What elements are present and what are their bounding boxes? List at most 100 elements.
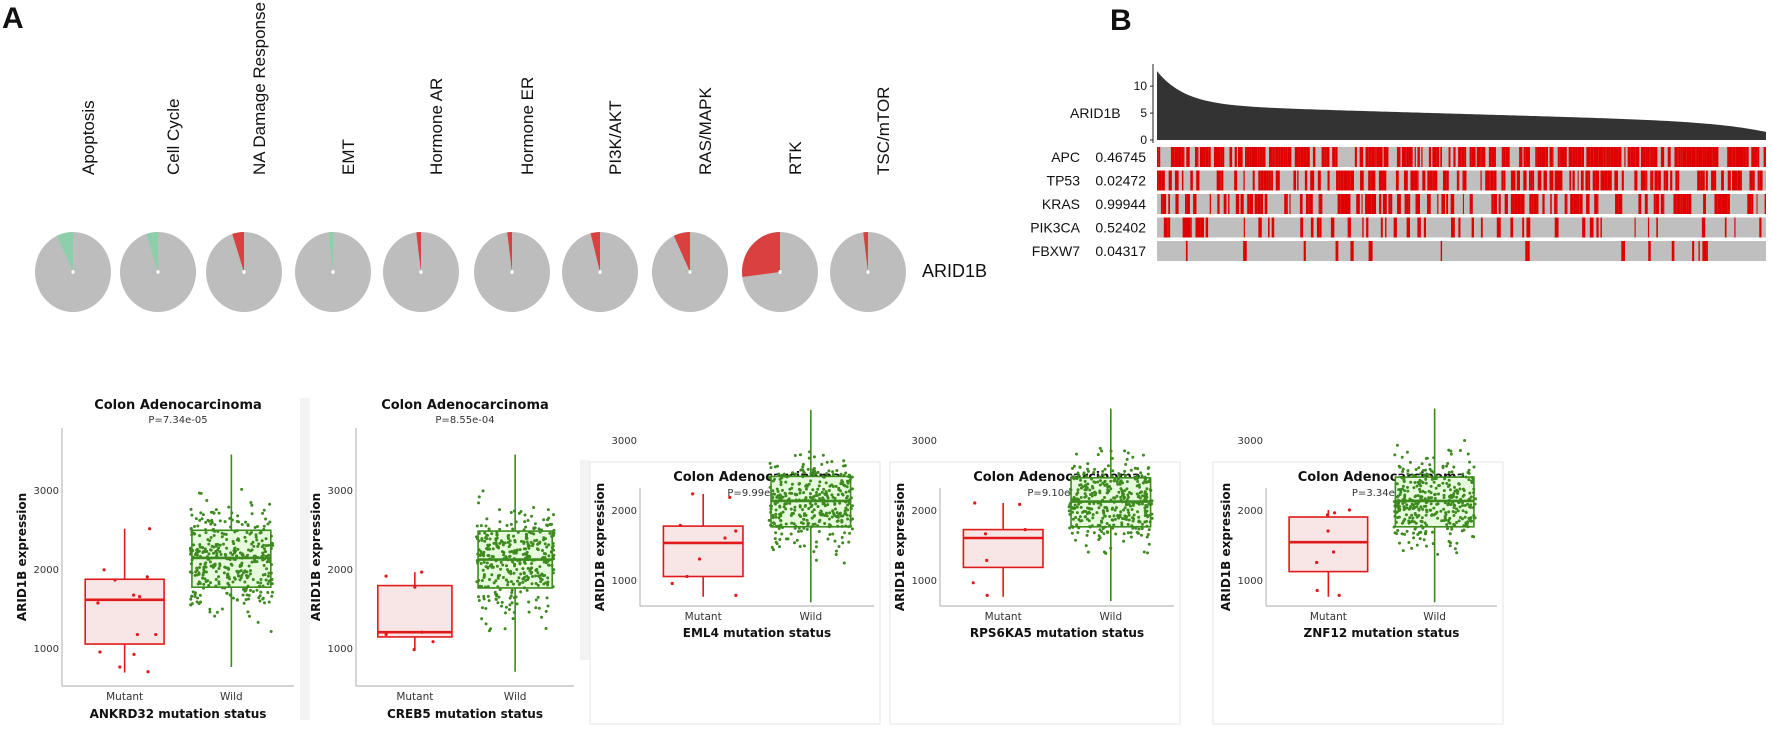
wild-point <box>216 529 220 533</box>
wild-point <box>231 596 235 600</box>
wild-point <box>1084 483 1088 487</box>
wild-point <box>802 544 806 548</box>
wild-point <box>1419 472 1423 476</box>
wild-point <box>479 524 483 528</box>
wild-point <box>1424 544 1428 548</box>
mutation-stripe <box>1278 147 1281 167</box>
wild-point <box>519 510 523 514</box>
wild-point <box>1068 526 1072 530</box>
wild-point <box>1145 513 1149 517</box>
mutation-stripe <box>1748 194 1752 214</box>
mutation-stripe <box>1217 147 1220 167</box>
wild-point <box>779 519 783 523</box>
wild-point <box>269 571 273 575</box>
wild-point <box>261 551 265 555</box>
wild-point <box>779 497 783 501</box>
mutation-stripe <box>1411 147 1413 167</box>
mutant-point <box>985 558 989 563</box>
wild-point <box>1461 472 1465 476</box>
wild-point <box>266 582 270 586</box>
wild-point <box>211 510 215 514</box>
mutation-stripe <box>1160 194 1163 214</box>
wild-point <box>847 540 851 544</box>
wild-point <box>482 597 486 601</box>
wild-point <box>814 502 818 506</box>
mutation-stripe <box>1194 147 1198 167</box>
wild-point <box>1467 468 1471 472</box>
wild-point <box>543 556 547 560</box>
wild-point <box>839 514 843 518</box>
mutation-stripe <box>1330 217 1335 238</box>
mutation-stripe <box>1648 241 1651 261</box>
wild-point <box>1452 485 1456 489</box>
wild-point <box>826 537 830 541</box>
wild-point <box>1448 541 1452 545</box>
wild-point <box>833 539 837 543</box>
mutation-stripe <box>1589 217 1594 238</box>
wild-point <box>542 518 546 522</box>
wild-point <box>243 580 247 584</box>
mutation-stripe <box>1168 217 1171 238</box>
mutation-stripe <box>1638 194 1642 214</box>
wild-point <box>1447 470 1451 474</box>
mutation-stripe <box>1421 147 1423 167</box>
track-pvalue: 0.04317 <box>1095 243 1146 259</box>
mutation-stripe <box>1181 170 1184 191</box>
wild-point <box>817 530 821 534</box>
wild-point <box>1097 506 1101 510</box>
wild-point <box>202 565 206 569</box>
mutation-stripe <box>1380 217 1383 238</box>
mutation-stripe <box>1647 217 1650 238</box>
wild-point <box>844 506 848 510</box>
wild-point <box>1095 511 1099 515</box>
wild-point <box>548 523 552 527</box>
wild-point <box>191 590 195 594</box>
wild-point <box>1457 501 1461 505</box>
wild-point <box>550 546 554 550</box>
mutation-stripe <box>1617 147 1619 167</box>
wild-point <box>214 570 218 574</box>
pathway-label: RTK <box>786 141 805 175</box>
wild-point <box>849 507 853 511</box>
wild-point <box>1448 516 1452 520</box>
wild-point <box>1148 520 1152 524</box>
mutation-stripe <box>1382 194 1387 214</box>
wild-point <box>1409 504 1413 508</box>
wild-point <box>213 614 217 618</box>
wild-point <box>1137 502 1141 506</box>
wild-point <box>1405 529 1409 533</box>
wild-point <box>495 533 499 537</box>
mutant-point <box>670 581 674 586</box>
wild-point <box>228 558 232 562</box>
wild-point <box>196 524 200 528</box>
mutant-point <box>983 532 988 536</box>
wild-point <box>771 513 775 517</box>
wild-point <box>805 518 809 522</box>
wild-point <box>1418 487 1422 491</box>
mutation-stripe <box>1757 170 1760 191</box>
mutation-stripe <box>1676 194 1681 214</box>
mutation-stripe <box>1645 170 1647 191</box>
wild-point <box>799 521 803 525</box>
wild-point <box>536 595 540 599</box>
wild-point <box>1456 509 1460 513</box>
mutation-stripe <box>1356 194 1360 214</box>
wild-point <box>1085 533 1089 537</box>
wild-point <box>1101 498 1105 502</box>
mutation-stripe <box>1168 194 1171 214</box>
plot-pvalue: P=3.34e-03 <box>1352 488 1411 499</box>
wild-point <box>835 519 839 523</box>
wild-point <box>256 580 260 584</box>
mutation-stripe <box>1645 147 1648 167</box>
wild-point <box>1111 506 1115 510</box>
wild-point <box>1123 474 1127 478</box>
wild-point <box>204 520 208 524</box>
wild-point <box>261 511 265 515</box>
wild-point <box>544 559 548 563</box>
wild-point <box>1150 502 1154 506</box>
mutation-stripe <box>1663 170 1666 191</box>
mutation-stripe <box>1665 170 1669 191</box>
wild-point <box>250 503 254 507</box>
mutation-stripe <box>1359 147 1364 167</box>
track-background <box>1157 170 1766 191</box>
